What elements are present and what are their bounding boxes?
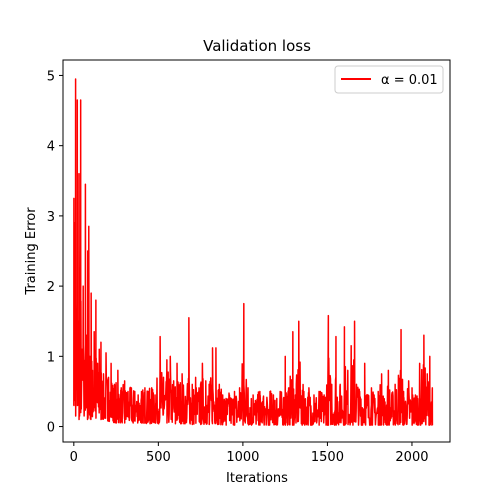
y-tick-label: 5 [47, 69, 55, 84]
chart-title: Validation loss [203, 37, 311, 55]
y-axis: 0 1 2 3 4 5 [47, 69, 63, 435]
y-tick-label: 3 [47, 210, 55, 225]
x-tick-label: 2000 [395, 450, 428, 465]
series-line-alpha-0.01 [74, 79, 433, 425]
x-tick-label: 1500 [311, 450, 344, 465]
legend-label: α = 0.01 [381, 73, 438, 88]
y-tick-label: 2 [47, 280, 55, 295]
y-tick-label: 1 [47, 350, 55, 365]
x-tick-label: 500 [146, 450, 171, 465]
x-axis-label: Iterations [226, 471, 288, 486]
x-tick-label: 0 [70, 450, 78, 465]
y-axis-label: Training Error [24, 207, 39, 296]
legend: α = 0.01 [335, 66, 443, 93]
series-layer [74, 79, 433, 425]
x-tick-label: 1000 [226, 450, 259, 465]
x-axis: 0 500 1000 1500 2000 [70, 442, 429, 465]
plot-frame [63, 60, 450, 442]
y-tick-label: 4 [47, 140, 55, 155]
y-tick-label: 0 [47, 421, 55, 436]
